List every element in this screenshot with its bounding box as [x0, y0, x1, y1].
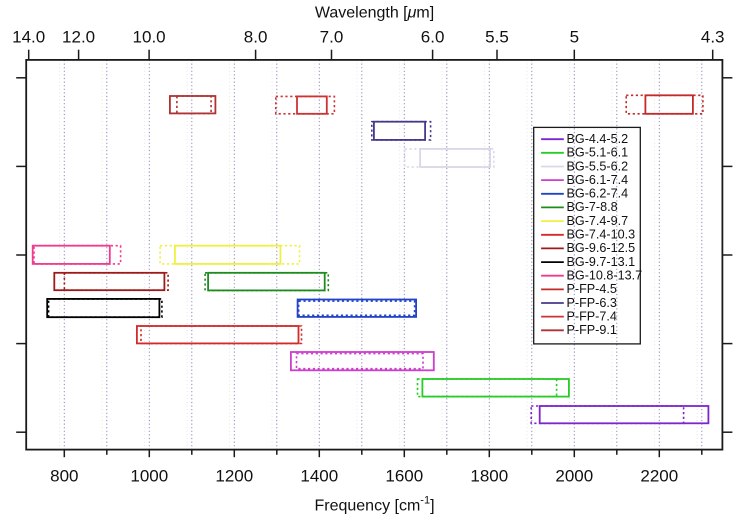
svg-text:2200: 2200: [640, 466, 678, 485]
svg-text:P-FP-7.4: P-FP-7.4: [567, 309, 617, 323]
svg-text:BG-4.4-5.2: BG-4.4-5.2: [567, 132, 629, 146]
svg-text:5.5: 5.5: [485, 27, 509, 46]
svg-text:5: 5: [570, 27, 579, 46]
svg-text:1800: 1800: [470, 466, 508, 485]
svg-text:BG-6.2-7.4: BG-6.2-7.4: [567, 187, 629, 201]
svg-text:Wavelength [μm]: Wavelength [μm]: [315, 5, 434, 22]
svg-text:P-FP-9.1: P-FP-9.1: [567, 323, 617, 337]
svg-text:12.0: 12.0: [62, 27, 95, 46]
svg-text:1000: 1000: [130, 466, 168, 485]
svg-text:7.0: 7.0: [320, 27, 344, 46]
svg-text:P-FP-6.3: P-FP-6.3: [567, 296, 617, 310]
svg-text:BG-5.5-6.2: BG-5.5-6.2: [567, 159, 629, 173]
svg-text:800: 800: [50, 466, 78, 485]
svg-text:BG-7-8.8: BG-7-8.8: [567, 200, 618, 214]
svg-text:BG-7.4-9.7: BG-7.4-9.7: [567, 214, 629, 228]
svg-text:Frequency [cm-1]: Frequency [cm-1]: [314, 495, 434, 515]
svg-text:1400: 1400: [300, 466, 338, 485]
svg-text:BG-9.7-13.1: BG-9.7-13.1: [567, 255, 636, 269]
svg-text:BG-9.6-12.5: BG-9.6-12.5: [567, 241, 636, 255]
svg-text:BG-10.8-13.7: BG-10.8-13.7: [567, 269, 643, 283]
svg-text:8.0: 8.0: [244, 27, 268, 46]
svg-text:1200: 1200: [215, 466, 253, 485]
svg-text:1600: 1600: [385, 466, 423, 485]
svg-text:P-FP-4.5: P-FP-4.5: [567, 282, 617, 296]
svg-text:4.3: 4.3: [701, 27, 725, 46]
svg-text:BG-6.1-7.4: BG-6.1-7.4: [567, 173, 629, 187]
svg-text:BG-7.4-10.3: BG-7.4-10.3: [567, 228, 636, 242]
svg-text:10.0: 10.0: [133, 27, 166, 46]
svg-text:BG-5.1-6.1: BG-5.1-6.1: [567, 146, 629, 160]
svg-text:2000: 2000: [555, 466, 593, 485]
svg-text:6.0: 6.0: [421, 27, 445, 46]
svg-text:14.0: 14.0: [12, 27, 45, 46]
